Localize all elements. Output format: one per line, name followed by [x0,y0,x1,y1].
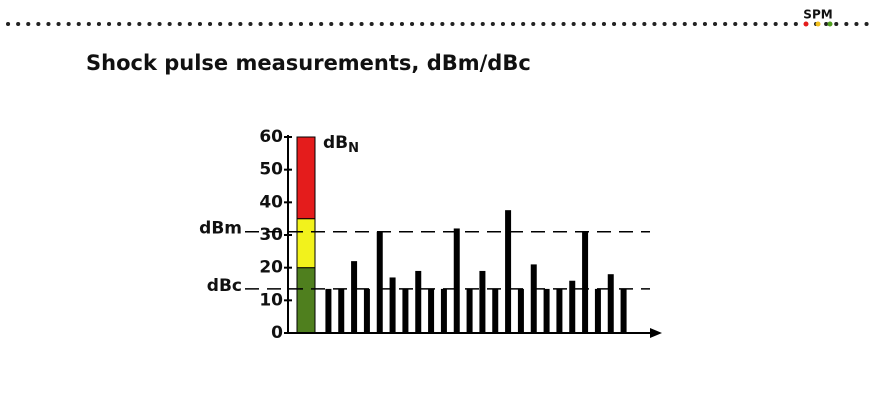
bar [569,280,576,333]
bar [594,288,601,333]
bar [556,288,563,333]
unit: dB [323,133,348,153]
bar [505,210,512,333]
unit-label: dBN [323,133,359,156]
bar [620,288,627,333]
bar [351,261,358,333]
bar [492,288,499,333]
reference-label: dBc [207,276,242,296]
unit-subscript: N [348,141,359,156]
bar [543,288,550,333]
logo-dot [803,21,809,27]
bar [582,231,589,333]
y-tick-label: 10 [259,290,283,310]
y-tick-label: 60 [259,127,283,147]
scale-band [296,267,316,334]
logo-dot [827,21,833,27]
y-tick-label: 20 [259,258,283,278]
logo: SPM [803,8,832,22]
bar [338,288,345,333]
y-tick-label: 40 [259,192,283,212]
bar [440,288,447,333]
y-tick-label: 30 [259,225,283,245]
y-tick-label: 50 [259,160,283,180]
bar [607,274,614,333]
axis-arrow [650,328,662,338]
y-tick-label: 0 [271,323,283,343]
scale-band [296,136,316,220]
bar [415,270,422,333]
bar [479,270,486,333]
logo-dot [815,21,821,27]
bar [530,264,537,333]
bar [389,277,396,333]
bar [325,288,332,333]
bar [402,288,409,333]
bar [517,288,524,333]
reference-label: dBm [199,219,242,239]
bar [363,288,370,333]
bar [466,288,473,333]
bar [428,288,435,333]
chart-title: Shock pulse measurements, dBm/dBc [86,51,531,75]
scale-band [296,218,316,269]
bar [376,231,383,333]
bar [453,228,460,333]
